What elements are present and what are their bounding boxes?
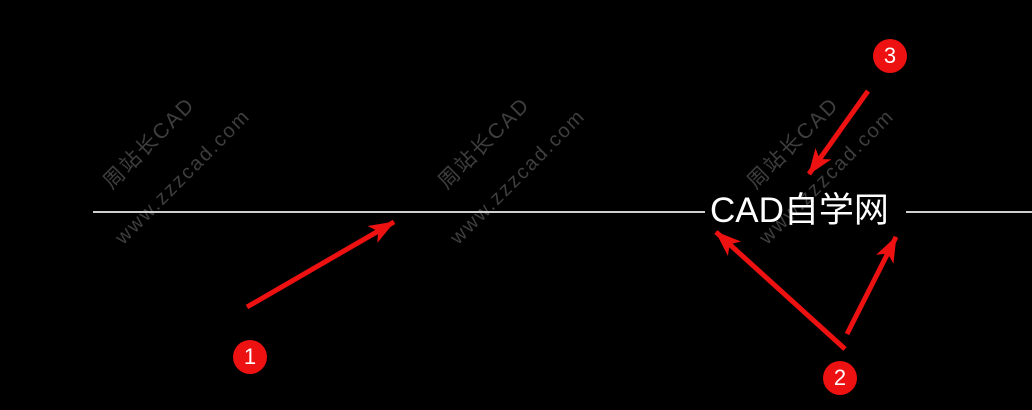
callout-2-badge: 2 <box>823 361 857 395</box>
line-segment-left[interactable] <box>93 211 705 213</box>
arrow-3 <box>806 89 871 176</box>
callout-1-number: 1 <box>243 344 257 369</box>
callout-1-badge: 1 <box>233 340 267 374</box>
arrow-2-right <box>844 235 899 336</box>
callout-3-badge: 3 <box>873 39 907 73</box>
callout-2-number: 2 <box>833 365 847 390</box>
linetype-text[interactable]: CAD自学网 <box>710 191 889 230</box>
line-segment-right[interactable] <box>906 211 1032 213</box>
arrow-1 <box>245 219 396 310</box>
callout-3-number: 3 <box>883 43 897 68</box>
arrow-2-left <box>714 230 847 351</box>
